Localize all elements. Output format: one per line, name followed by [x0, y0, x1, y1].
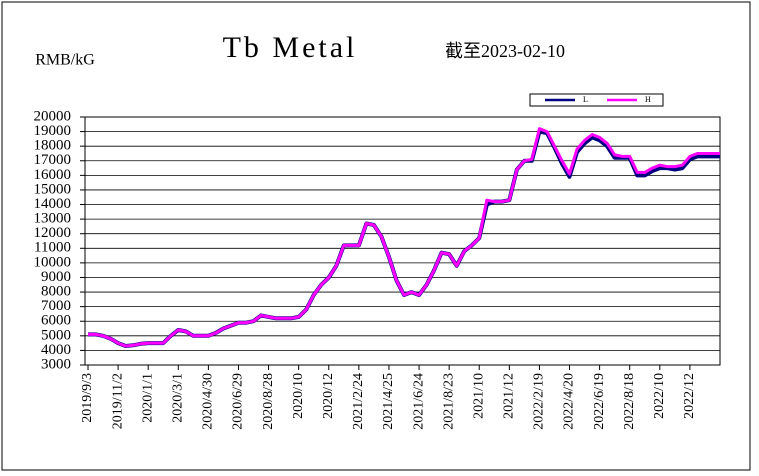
x-tick-label: 2020/12	[321, 373, 336, 419]
x-tick-label: 2020/1/1	[140, 373, 155, 423]
y-tick-label: 12000	[34, 225, 72, 241]
y-tick-label: 17000	[34, 152, 72, 168]
x-tick-label: 2022/12	[682, 373, 697, 419]
y-tick-label: 10000	[34, 254, 72, 270]
x-tick-label: 2021/8/23	[441, 373, 456, 430]
y-tick-label: 8000	[41, 283, 71, 299]
legend-label: L	[583, 95, 588, 104]
series-line	[88, 127, 720, 348]
x-tick-label: 2020/8/28	[261, 373, 276, 430]
x-tick-label: 2022/10	[652, 373, 667, 419]
y-axis-label: RMB/kG	[35, 52, 95, 69]
x-tick-label: 2019/11/2	[110, 373, 125, 429]
y-tick-label: 4000	[41, 342, 71, 358]
y-tick-label: 15000	[34, 181, 72, 197]
x-tick-label: 2020/3/1	[171, 373, 186, 423]
x-tick-label: 2022/2/19	[532, 373, 547, 430]
x-tick-label: 2021/6/24	[411, 373, 426, 430]
series-line	[88, 129, 720, 348]
y-tick-label: 9000	[41, 269, 71, 285]
x-tick-label: 2022/8/18	[622, 373, 637, 430]
x-tick-label: 2021/12	[502, 373, 517, 419]
y-tick-label: 3000	[41, 356, 71, 372]
legend-label: H	[645, 95, 651, 104]
chart-subtitle: 截至2023-02-10	[445, 41, 565, 61]
legend-box	[529, 93, 664, 107]
y-tick-label: 5000	[41, 327, 71, 343]
x-tick-label: 2019/9/3	[80, 373, 95, 423]
y-tick-label: 19000	[34, 123, 72, 139]
y-tick-label: 6000	[41, 313, 71, 329]
y-tick-label: 13000	[34, 211, 72, 227]
x-tick-label: 2021/2/24	[351, 373, 366, 430]
plot-area	[84, 116, 721, 366]
x-tick-label: 2022/6/19	[592, 373, 607, 430]
chart-title: Tb Metal	[223, 31, 358, 64]
y-tick-label: 18000	[34, 138, 72, 154]
chart-border	[1, 1, 751, 471]
y-tick-label: 14000	[34, 196, 72, 212]
y-tick-label: 11000	[34, 240, 71, 256]
x-tick-label: 2021/10	[471, 373, 486, 419]
x-tick-label: 2020/6/29	[231, 373, 246, 430]
x-tick-label: 2021/4/25	[381, 373, 396, 430]
x-tick-label: 2020/10	[291, 373, 306, 419]
y-tick-label: 20000	[34, 108, 72, 124]
y-tick-label: 7000	[41, 298, 71, 314]
x-tick-label: 2020/4/30	[201, 373, 216, 430]
x-tick-label: 2022/4/20	[562, 373, 577, 430]
y-tick-label: 16000	[34, 167, 72, 183]
